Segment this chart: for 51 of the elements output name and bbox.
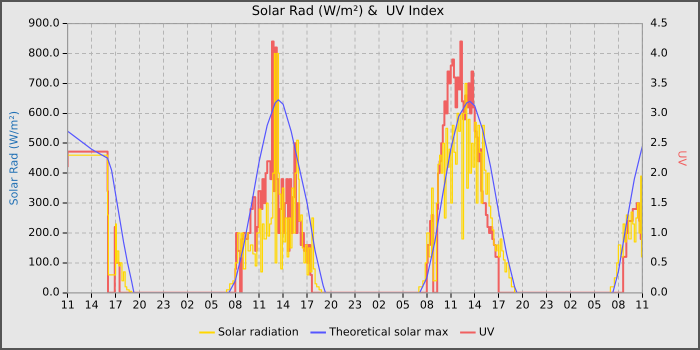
y2-tick-label: 2.0 [650,166,668,180]
x-tick-label: 05 [396,298,410,312]
y-tick-label: 100.0 [28,256,60,269]
y-tick-label: 800.0 [28,46,60,60]
legend-label: Solar radiation [218,325,299,338]
legend-label: Theoretical solar max [328,325,449,338]
y2-tick-label: 3.5 [650,76,668,90]
y-tick-label: 400.0 [28,166,60,180]
x-tick-label: 05 [587,298,602,312]
x-tick-label: 23 [540,298,554,312]
x-tick-label: 20 [516,298,530,312]
y-tick-label: 200.0 [28,226,60,239]
x-tick-label: 08 [228,298,242,312]
x-tick-label: 08 [611,298,626,312]
y-tick-label: 600.0 [28,106,60,120]
x-tick-label: 20 [132,298,147,312]
x-tick-label: 20 [324,298,338,312]
x-tick-label: 02 [563,298,578,312]
x-tick-label: 17 [300,298,314,312]
y2-axis-title: UV [676,150,689,166]
y2-tick-label: 0.5 [650,256,668,269]
y2-tick-label: 4.5 [650,16,668,30]
x-tick-label: 02 [372,298,386,312]
y-tick-label: 300.0 [28,196,60,209]
x-tick-label: 02 [180,298,194,312]
y2-tick-label: 1.0 [650,226,668,239]
x-tick-label: 14 [276,298,290,312]
y-tick-label: 0.0 [42,286,60,299]
y-tick-label: 700.0 [28,76,60,90]
x-tick-label: 23 [156,298,170,312]
y-tick-label: 500.0 [28,136,60,150]
x-tick-label: 11 [635,298,650,312]
x-tick-label: 08 [420,298,434,312]
x-tick-label: 23 [348,298,362,312]
x-tick-label: 11 [444,298,458,312]
y2-tick-label: 2.5 [650,136,668,150]
x-tick-label: 05 [204,298,218,312]
x-tick-label: 14 [84,298,99,312]
x-tick-label: 14 [468,298,482,312]
chart-title: Solar Rad (W/m²) & UV Index [252,4,445,20]
y2-tick-label: 0.0 [650,286,668,299]
y2-tick-label: 3.0 [650,106,668,120]
y2-tick-label: 1.5 [650,196,668,209]
x-tick-label: 11 [60,298,75,312]
x-tick-label: 17 [108,298,123,312]
y2-tick-label: 4.0 [650,46,668,60]
x-tick-label: 17 [492,298,506,312]
legend-label: UV [478,325,495,338]
x-tick-label: 11 [252,298,266,312]
y-axis-title: Solar Rad (W/m²) [7,110,20,206]
y-tick-label: 900.0 [28,16,60,30]
